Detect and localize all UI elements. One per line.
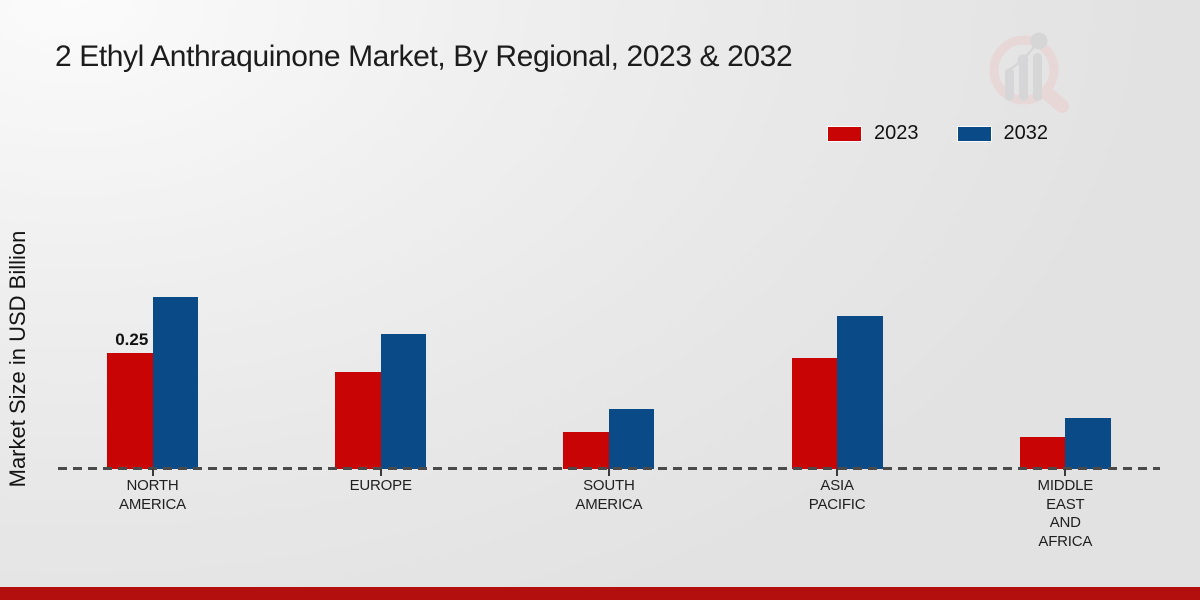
bar-2032-north-america bbox=[152, 297, 198, 469]
legend-label-2032: 2032 bbox=[1003, 122, 1049, 144]
bar-2023-asia-pacific bbox=[791, 357, 838, 469]
bar-2032-south-america bbox=[608, 408, 655, 469]
category-label-middle-east-and-africa: MIDDLE EAST AND AFRICA bbox=[1037, 477, 1094, 550]
legend-swatch-2023 bbox=[827, 125, 862, 142]
bar-2023-europe bbox=[335, 371, 381, 469]
legend-label-2023: 2023 bbox=[874, 122, 919, 144]
footer-accent-bar bbox=[0, 587, 1200, 600]
chart-title: 2 Ethyl Anthraquinone Market, By Regiona… bbox=[55, 40, 793, 73]
category-label-asia-pacific: ASIA PACIFIC bbox=[808, 477, 866, 513]
legend: 2023 2032 bbox=[827, 122, 1048, 145]
legend-swatch-2032 bbox=[956, 125, 992, 142]
bar-2023-north-america bbox=[107, 353, 153, 469]
category-label-north-america: NORTH AMERICA bbox=[119, 477, 186, 513]
data-label-2023-north-america: 0.25 bbox=[115, 330, 149, 349]
x-axis-tick-middle-east-and-africa bbox=[1064, 469, 1067, 476]
legend-item-2032: 2032 bbox=[956, 122, 1049, 145]
bar-2023-south-america bbox=[563, 431, 609, 469]
bar-2032-europe bbox=[380, 334, 427, 469]
x-axis-tick-south-america bbox=[607, 469, 610, 476]
logo-watermark bbox=[989, 32, 1069, 113]
legend-item-2023: 2023 bbox=[827, 122, 919, 145]
y-axis-label: Market Size in USD Billion bbox=[5, 230, 30, 488]
bar-2032-middle-east-and-africa bbox=[1065, 417, 1111, 469]
x-axis-tick-europe bbox=[379, 469, 382, 476]
bar-2032-asia-pacific bbox=[837, 315, 883, 469]
category-label-south-america: SOUTH AMERICA bbox=[575, 477, 643, 513]
magnifier-bar-chart-icon bbox=[989, 32, 1069, 113]
x-axis-tick-asia-pacific bbox=[836, 469, 839, 476]
x-axis-baseline bbox=[58, 467, 1160, 470]
bar-2023-middle-east-and-africa bbox=[1019, 436, 1066, 469]
x-axis-tick-north-america bbox=[151, 469, 154, 476]
category-label-europe: EUROPE bbox=[349, 477, 412, 494]
